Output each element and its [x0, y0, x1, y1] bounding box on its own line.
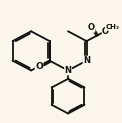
Text: O: O — [88, 23, 95, 32]
Text: O: O — [35, 62, 43, 71]
Text: O: O — [102, 27, 109, 36]
Text: N: N — [83, 56, 90, 65]
Text: N: N — [65, 66, 72, 75]
Text: CH₃: CH₃ — [105, 24, 119, 30]
